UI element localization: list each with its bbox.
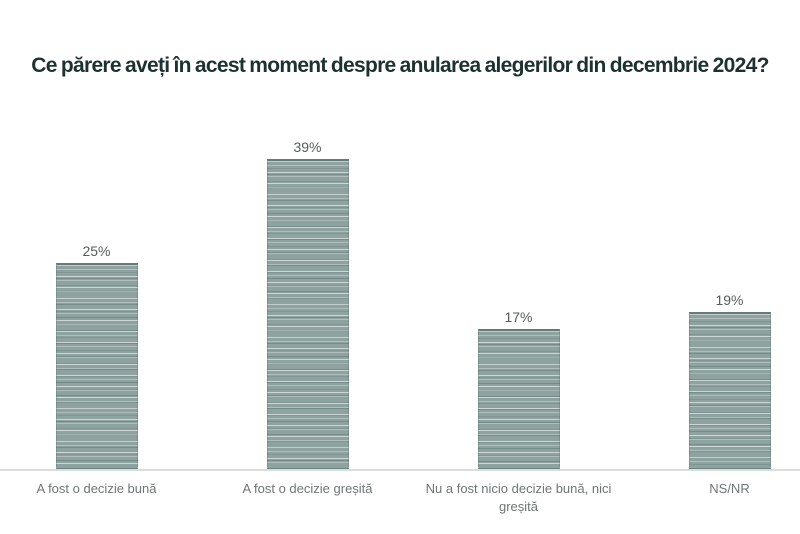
category-axis: A fost o decizie bună A fost o decizie gr… [0, 480, 800, 516]
bar-value-label: 25% [82, 243, 111, 259]
bar-value-label: 17% [504, 309, 533, 325]
bar-group: 25% [0, 139, 202, 469]
bar-group: 19% [624, 139, 800, 469]
plot-area: 25% 39% 17% 19% [0, 139, 800, 469]
category-label: A fost o decizie bună [36, 481, 157, 496]
category-label: A fost o decizie greșită [242, 481, 373, 496]
bar [55, 263, 138, 469]
bar [688, 312, 771, 469]
bar-group: 17% [413, 139, 624, 469]
bar-value-label: 39% [293, 139, 322, 155]
category-label: NS/NR [709, 481, 750, 496]
chart-title: Ce părere aveți în acest moment despre a… [31, 54, 769, 77]
bar-group: 39% [202, 139, 413, 469]
bar [266, 159, 349, 469]
x-axis-line [0, 469, 800, 471]
bar-chart: 25% 39% 17% 19% A fost o decizie bună A fost… [0, 139, 800, 516]
category-label: Nu a fost nicio decizie bună, nici greși… [425, 481, 612, 515]
bar [477, 329, 560, 469]
bar-value-label: 19% [715, 292, 744, 308]
